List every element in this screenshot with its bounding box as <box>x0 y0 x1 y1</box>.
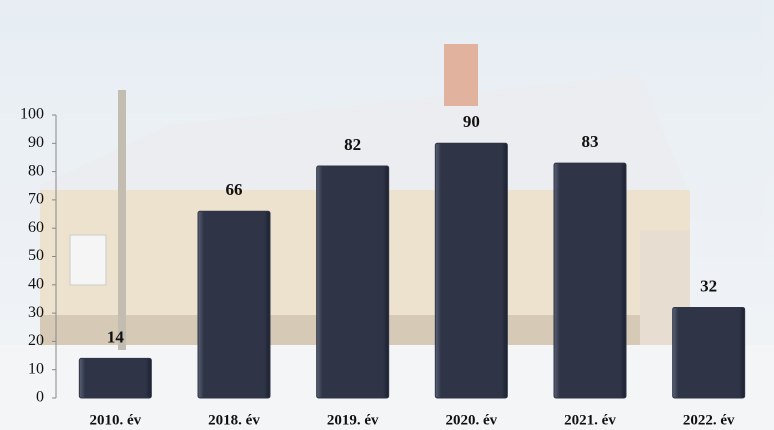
data-label: 32 <box>700 276 717 295</box>
bar <box>78 357 152 399</box>
x-tick-label: 2019. év <box>327 412 379 428</box>
y-tick-label: 60 <box>28 219 44 236</box>
data-label: 82 <box>344 135 361 154</box>
y-tick-label: 70 <box>28 191 44 208</box>
data-label: 14 <box>107 327 125 346</box>
y-tick-label: 10 <box>28 360 44 377</box>
y-tick-label: 90 <box>28 134 44 151</box>
x-tick-label: 2021. év <box>564 412 616 428</box>
y-tick-label: 40 <box>28 275 44 292</box>
y-tick-label: 0 <box>36 389 44 406</box>
bar <box>197 210 271 399</box>
data-label: 83 <box>582 132 599 151</box>
y-tick-label: 30 <box>28 304 44 321</box>
y-tick-label: 80 <box>28 162 44 179</box>
y-tick-label: 100 <box>20 106 44 123</box>
data-label: 90 <box>463 112 480 131</box>
x-tick-label: 2022. év <box>683 412 735 428</box>
data-label: 66 <box>226 180 243 199</box>
x-tick-label: 2020. év <box>445 412 497 428</box>
x-tick-label: 2018. év <box>208 412 260 428</box>
bar <box>316 165 390 399</box>
bar <box>553 162 627 399</box>
bar <box>434 142 508 399</box>
bar <box>672 306 746 399</box>
x-tick-label: 2010. év <box>89 412 141 428</box>
y-tick-label: 20 <box>28 332 44 349</box>
y-tick-label: 50 <box>28 247 44 264</box>
